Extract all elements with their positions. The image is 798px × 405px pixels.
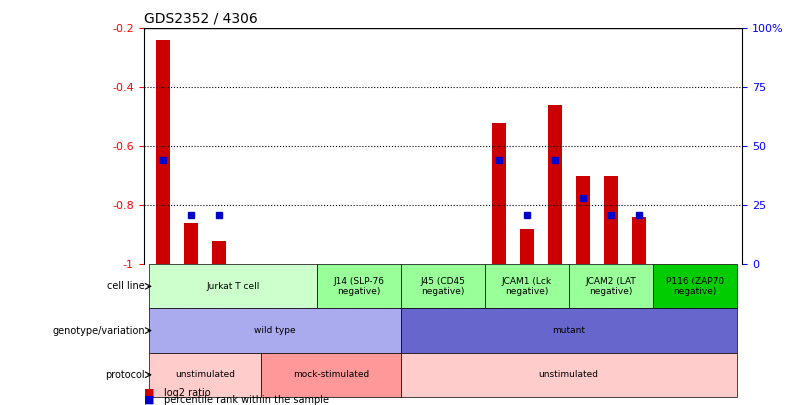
FancyBboxPatch shape <box>401 353 737 397</box>
FancyBboxPatch shape <box>401 309 737 353</box>
Text: unstimulated: unstimulated <box>176 370 235 379</box>
Text: GDS2352 / 4306: GDS2352 / 4306 <box>144 12 258 26</box>
Text: protocol: protocol <box>105 370 145 380</box>
Text: mock-stimulated: mock-stimulated <box>293 370 369 379</box>
Bar <box>212 241 226 264</box>
FancyBboxPatch shape <box>485 264 569 309</box>
Text: P116 (ZAP70
negative): P116 (ZAP70 negative) <box>666 277 724 296</box>
Text: ■: ■ <box>144 395 154 405</box>
Text: log2 ratio: log2 ratio <box>164 388 210 398</box>
Bar <box>632 217 646 264</box>
Text: unstimulated: unstimulated <box>539 370 598 379</box>
FancyBboxPatch shape <box>149 309 401 353</box>
Bar <box>492 123 506 264</box>
Text: cell line: cell line <box>107 281 145 291</box>
FancyBboxPatch shape <box>317 264 401 309</box>
FancyBboxPatch shape <box>401 264 485 309</box>
Bar <box>547 105 562 264</box>
FancyBboxPatch shape <box>149 353 261 397</box>
Text: J14 (SLP-76
negative): J14 (SLP-76 negative) <box>334 277 385 296</box>
Text: ■: ■ <box>144 388 154 398</box>
Text: Jurkat T cell: Jurkat T cell <box>207 282 260 291</box>
Text: mutant: mutant <box>552 326 585 335</box>
Bar <box>184 223 198 264</box>
Text: JCAM1 (Lck
negative): JCAM1 (Lck negative) <box>502 277 552 296</box>
Bar <box>604 176 618 264</box>
Bar <box>575 176 590 264</box>
Text: percentile rank within the sample: percentile rank within the sample <box>164 395 329 405</box>
Text: JCAM2 (LAT
negative): JCAM2 (LAT negative) <box>585 277 636 296</box>
Text: genotype/variation: genotype/variation <box>53 326 145 336</box>
Bar <box>156 40 170 264</box>
FancyBboxPatch shape <box>149 264 317 309</box>
Bar <box>519 229 534 264</box>
Text: wild type: wild type <box>255 326 296 335</box>
Text: J45 (CD45
negative): J45 (CD45 negative) <box>421 277 465 296</box>
FancyBboxPatch shape <box>569 264 653 309</box>
FancyBboxPatch shape <box>653 264 737 309</box>
FancyBboxPatch shape <box>261 353 401 397</box>
